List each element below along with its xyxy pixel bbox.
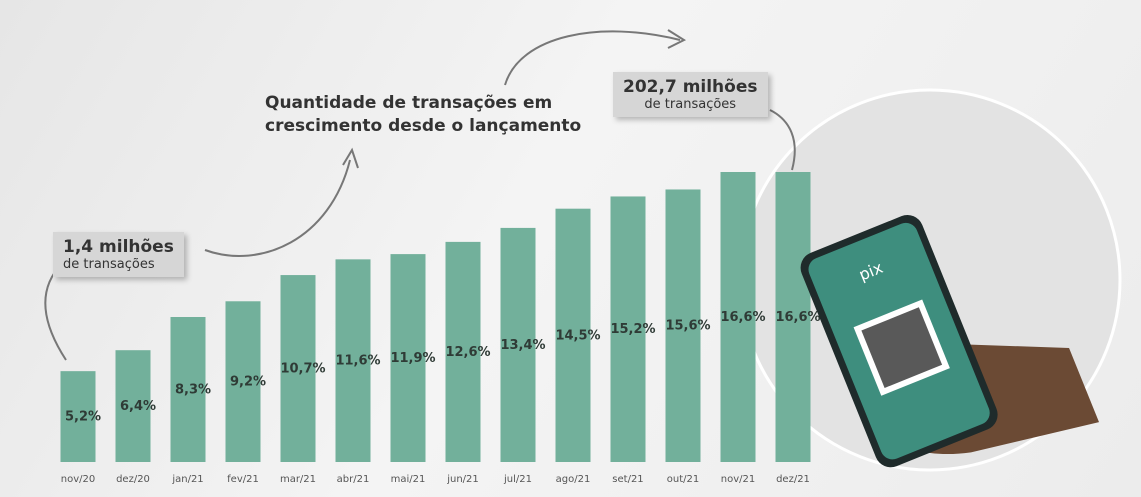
value-label: 8,3%	[175, 383, 211, 398]
arrow	[769, 109, 796, 171]
x-tick-label: ago/21	[556, 474, 591, 485]
bar	[390, 254, 426, 462]
value-label: 16,6%	[775, 310, 820, 325]
arrow-head	[342, 147, 359, 169]
bar	[610, 196, 646, 462]
value-label: 6,4%	[120, 399, 156, 414]
callout-subtext: de transações	[644, 97, 737, 112]
callout-text: 202,7 milhões	[623, 77, 758, 97]
chart-title: Quantidade de transações em crescimento …	[265, 93, 582, 136]
callout-subtext: de transações	[63, 257, 155, 272]
arrows	[44, 29, 796, 361]
arrow-head	[667, 29, 687, 49]
value-label: 13,4%	[500, 338, 545, 353]
x-tick-label: jan/21	[171, 474, 203, 485]
phone: pix	[800, 214, 1100, 468]
value-label: 16,6%	[720, 310, 765, 325]
value-label: 9,2%	[230, 375, 266, 390]
bar	[60, 371, 96, 462]
bar	[720, 172, 756, 462]
x-tick-label: dez/21	[776, 474, 810, 485]
x-tick-label: jul/21	[503, 474, 532, 485]
bar	[170, 317, 206, 462]
bar	[225, 301, 261, 462]
x-tick-label: abr/21	[337, 474, 370, 485]
x-tick-label: mar/21	[280, 474, 316, 485]
x-tick-label: jun/21	[446, 474, 479, 485]
x-tick-label: nov/21	[721, 474, 755, 485]
x-tick-label: fev/21	[227, 474, 259, 485]
value-label: 11,9%	[390, 351, 435, 366]
x-tick-label: nov/20	[61, 474, 95, 485]
bar	[665, 189, 701, 462]
arrow	[204, 159, 351, 257]
value-label: 11,6%	[335, 354, 380, 369]
bar	[445, 241, 481, 462]
bar	[280, 275, 316, 462]
x-tick-label: set/21	[612, 474, 643, 485]
value-label: 5,2%	[65, 410, 101, 425]
bar	[335, 259, 371, 462]
value-label: 12,6%	[445, 345, 490, 360]
x-tick-label: dez/20	[116, 474, 150, 485]
value-label: 15,2%	[610, 322, 655, 337]
value-label: 15,6%	[665, 319, 710, 334]
bar	[555, 208, 591, 462]
callout: 202,7 milhões de transações	[613, 72, 768, 117]
callout-text: 1,4 milhões	[63, 237, 174, 257]
bar	[500, 227, 536, 462]
bar	[775, 172, 811, 462]
qr-code	[861, 307, 943, 388]
callout: 1,4 milhões de transações	[53, 232, 184, 277]
bar	[115, 350, 151, 462]
value-label: 10,7%	[280, 362, 325, 377]
arrow	[44, 267, 67, 361]
arrow	[504, 30, 681, 86]
value-label: 14,5%	[555, 328, 600, 343]
x-tick-label: out/21	[667, 474, 699, 485]
x-tick-label: mai/21	[391, 474, 426, 485]
